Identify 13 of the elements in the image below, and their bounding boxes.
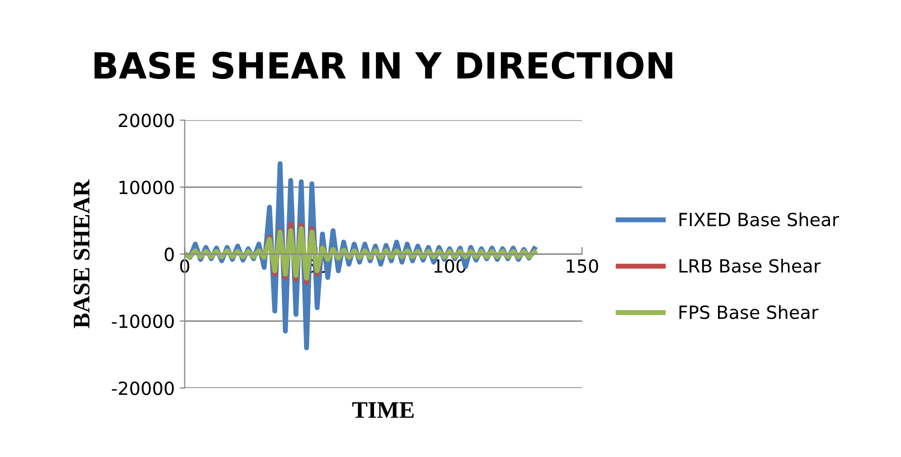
y-tick-label: -10000 xyxy=(112,314,174,328)
legend-label: LRB Base Shear xyxy=(680,258,821,273)
x-tick-label: 0 xyxy=(180,259,190,273)
y-axis-title: BASE SHEAR xyxy=(74,179,90,328)
y-tick-label: -20000 xyxy=(112,381,174,396)
x-axis-title: TIME xyxy=(352,402,414,418)
chart-title: BASE SHEAR IN Y DIRECTION xyxy=(94,52,672,80)
y-tick-label: 10000 xyxy=(120,180,174,194)
legend-label: FPS Base Shear xyxy=(680,305,818,320)
y-tick-label: 20000 xyxy=(118,114,174,128)
y-tick-label: 0 xyxy=(164,248,174,262)
x-tick-label: 150 xyxy=(566,259,598,273)
legend-label: FIXED Base Shear xyxy=(680,212,840,226)
